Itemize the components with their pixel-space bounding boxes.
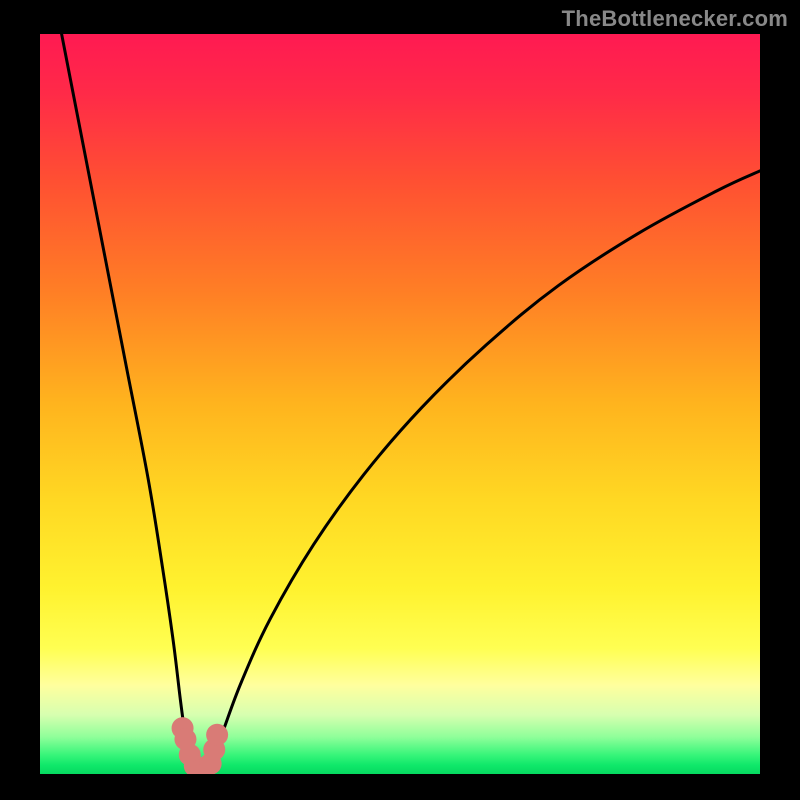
chart-root: TheBottlenecker.com: [0, 0, 800, 800]
watermark-text: TheBottlenecker.com: [562, 6, 788, 32]
marker-point: [206, 724, 228, 746]
gradient-background: [40, 34, 760, 774]
plot-area: [40, 34, 760, 774]
chart-svg: [40, 34, 760, 774]
